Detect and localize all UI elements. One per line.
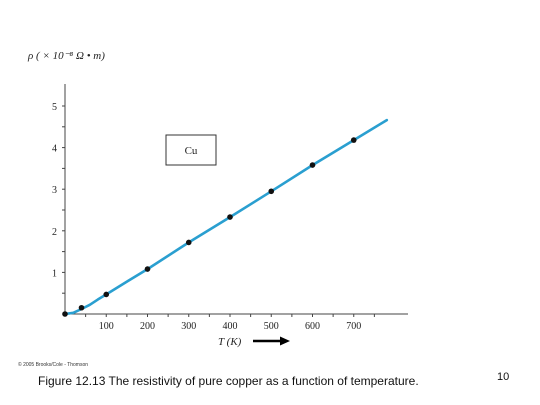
data-point [309, 162, 316, 168]
x-tick-label: 400 [223, 321, 238, 332]
y-tick-label: 2 [52, 227, 57, 238]
y-tick-label: 5 [52, 102, 57, 113]
x-tick-label: 600 [305, 321, 320, 332]
data-point [227, 214, 233, 220]
figure-caption: Figure 12.13 The resistivity of pure cop… [38, 374, 419, 388]
data-point [268, 188, 275, 195]
data-point [350, 137, 357, 143]
chart-ticks [62, 105, 375, 317]
x-axis-label: T (K) [218, 336, 242, 348]
cu-label: Cu [185, 145, 198, 157]
x-tick-label: 500 [264, 321, 279, 332]
y-axis-label: ρ ( × 10⁻⁸ Ω • m) [27, 50, 105, 62]
chart-panel: 100 200 300 400 500 600 700 1 2 3 4 5 ρ ( × 10⁻⁸ Ω •… [18, 38, 422, 368]
data-point [144, 266, 151, 272]
y-tick-label: 1 [52, 268, 57, 279]
x-tick-label: 200 [140, 321, 155, 332]
cu-label-box [165, 134, 217, 166]
y-tick-label: 4 [52, 144, 57, 155]
chart-labels: 100 200 300 400 500 600 700 1 2 3 4 5 ρ ( × 10⁻⁸ Ω •… [27, 50, 361, 348]
slide-number: 10 [497, 371, 510, 383]
chart-series [62, 118, 389, 317]
x-tick-label: 300 [181, 321, 196, 332]
x-tick-label: 700 [346, 321, 361, 332]
copyright-notice: © 2005 Brooks/Cole - Thomson [18, 362, 89, 368]
y-tick-label: 3 [52, 185, 57, 196]
data-point [62, 311, 68, 317]
x-tick-label: 100 [99, 321, 114, 332]
resistivity-chart: 100 200 300 400 500 600 700 1 2 3 4 5 ρ ( × 10⁻⁸ Ω •… [27, 50, 408, 348]
x-axis-arrow-head [280, 336, 290, 346]
data-point [78, 304, 85, 311]
resistivity-curve [63, 118, 389, 316]
chart-axes [64, 84, 408, 315]
data-point [185, 239, 192, 246]
data-point [103, 291, 110, 298]
